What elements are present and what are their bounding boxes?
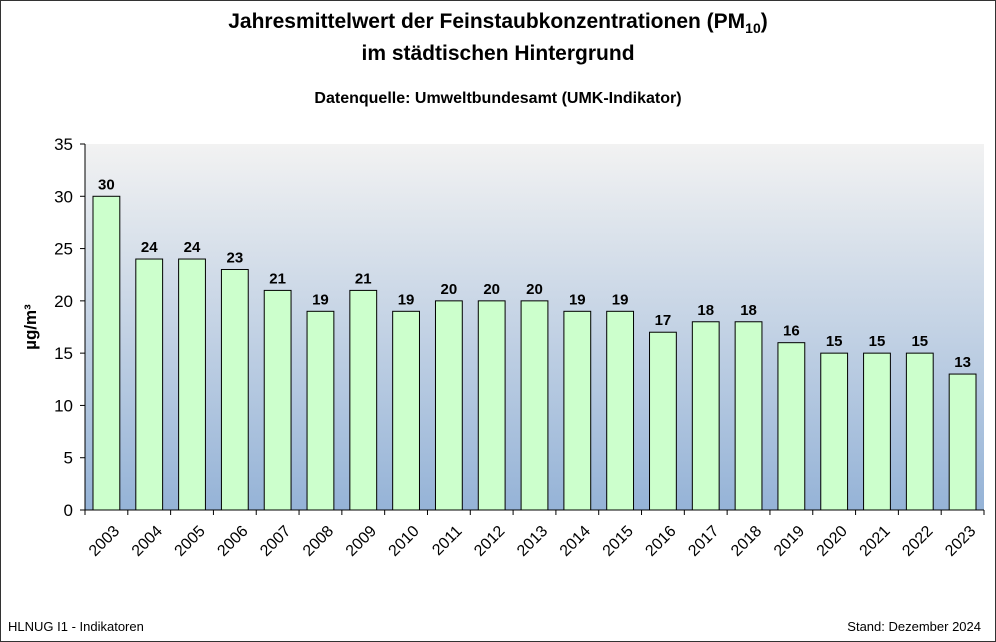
footer-right: Stand: Dezember 2024 — [847, 619, 981, 634]
bar-2003 — [92, 195, 121, 511]
bar-2007 — [263, 289, 292, 511]
title-line2: im städtischen Hintergrund — [361, 42, 635, 66]
y-tick-label: 10 — [54, 396, 73, 415]
x-tick-label: 2022 — [899, 523, 936, 560]
data-label: 19 — [398, 291, 415, 308]
data-label: 24 — [184, 239, 201, 256]
bar-2008 — [306, 310, 335, 511]
x-tick-label: 2009 — [343, 523, 380, 560]
data-label: 15 — [869, 333, 886, 350]
x-tick-label: 2014 — [557, 523, 594, 560]
title-close: ) — [760, 10, 768, 33]
bar-2012 — [477, 300, 506, 511]
data-label: 15 — [911, 333, 928, 350]
data-label: 20 — [441, 281, 458, 298]
bar-2014 — [563, 310, 592, 511]
title-subscript: 10 — [745, 20, 761, 37]
title-line1: Jahresmittelwert der Feinstaubkonzentrat… — [228, 10, 746, 33]
y-tick-label: 0 — [64, 501, 73, 520]
data-label: 30 — [98, 176, 115, 193]
x-tick-label: 2018 — [728, 523, 765, 560]
y-tick-label: 30 — [54, 187, 73, 206]
x-tick-label: 2007 — [257, 523, 294, 560]
bar-2019 — [777, 342, 806, 511]
x-tick-label: 2021 — [857, 523, 894, 560]
x-tick-label: 2008 — [300, 523, 337, 560]
data-label: 15 — [826, 333, 843, 350]
data-label: 18 — [740, 302, 757, 319]
footer-left: HLNUG I1 - Indikatoren — [8, 619, 144, 634]
y-tick-label: 15 — [54, 344, 73, 363]
data-label: 13 — [954, 354, 971, 371]
bar-2016 — [649, 331, 677, 511]
data-label: 24 — [141, 239, 158, 256]
x-tick-label: 2004 — [129, 523, 166, 560]
bar-2015 — [606, 310, 635, 511]
data-label: 19 — [612, 291, 629, 308]
bar-2009 — [349, 289, 378, 511]
data-label: 18 — [697, 302, 714, 319]
x-tick-label: 2020 — [814, 523, 851, 560]
y-tick-label: 25 — [54, 240, 73, 259]
chart-subtitle: Datenquelle: Umweltbundesamt (UMK-Indika… — [314, 90, 682, 107]
bar-2023 — [948, 373, 977, 511]
bar-2011 — [434, 300, 463, 511]
data-label: 19 — [569, 291, 586, 308]
x-tick-label: 2015 — [600, 523, 637, 560]
bar-2020 — [820, 352, 849, 511]
bar-2013 — [520, 300, 549, 511]
y-tick-label: 20 — [54, 292, 73, 311]
bar-2022 — [905, 352, 934, 511]
bar-2021 — [863, 352, 891, 511]
data-label: 20 — [483, 281, 500, 298]
data-label: 23 — [226, 249, 243, 266]
data-label: 20 — [526, 281, 543, 298]
x-tick-label: 2016 — [642, 523, 679, 560]
y-axis-label: µg/m³ — [21, 304, 40, 350]
bar-2004 — [135, 258, 164, 511]
data-label: 19 — [312, 291, 329, 308]
x-tick-label: 2005 — [172, 523, 209, 560]
x-tick-label: 2019 — [771, 523, 808, 560]
x-tick-label: 2017 — [685, 523, 722, 560]
x-tick-label: 2003 — [86, 523, 123, 560]
x-tick-label: 2010 — [386, 523, 423, 560]
x-tick-label: 2023 — [942, 523, 979, 560]
data-label: 21 — [269, 270, 286, 287]
x-tick-label: 2011 — [429, 523, 465, 559]
x-tick-label: 2013 — [514, 523, 551, 560]
x-tick-label: 2006 — [214, 523, 251, 560]
bar-2017 — [691, 321, 720, 511]
y-tick-label: 35 — [54, 135, 73, 154]
bar-2005 — [178, 258, 206, 511]
bar-2018 — [734, 321, 763, 511]
x-tick-label: 2012 — [471, 523, 508, 560]
chart-title: Jahresmittelwert der Feinstaubkonzentrat… — [1, 9, 995, 67]
data-label: 21 — [355, 270, 372, 287]
data-label: 16 — [783, 323, 800, 340]
data-label: 17 — [655, 312, 672, 329]
y-tick-label: 5 — [64, 449, 73, 468]
bar-2006 — [220, 268, 249, 511]
bar-2010 — [392, 310, 420, 511]
